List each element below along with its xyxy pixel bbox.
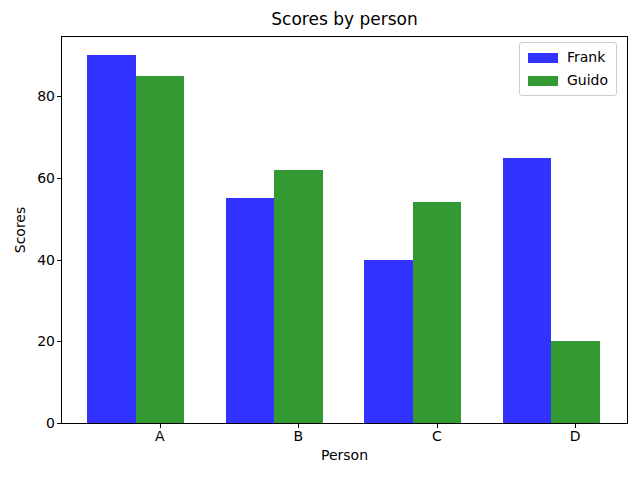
- chart-title: Scores by person: [62, 9, 627, 29]
- x-tick-label-d: D: [555, 427, 595, 445]
- bar-frank-D: [503, 158, 552, 424]
- legend: Frank Guido: [519, 42, 617, 96]
- bar-frank-A: [87, 55, 136, 423]
- x-tick-label-b: B: [278, 427, 318, 445]
- y-tick-label: 40: [23, 251, 55, 269]
- bar-frank-C: [364, 260, 413, 423]
- x-tick-label-c: C: [417, 427, 457, 445]
- legend-label: Frank: [567, 49, 605, 66]
- figure: Scores by person Scores Person Frank Guid…: [0, 0, 640, 480]
- bar-guido-C: [413, 202, 462, 423]
- y-tick-label: 60: [23, 169, 55, 187]
- x-tick-mark: [437, 424, 438, 428]
- legend-item-guido: Guido: [528, 72, 608, 89]
- bar-guido-B: [274, 170, 323, 423]
- bar-guido-A: [136, 76, 185, 423]
- y-tick-label: 80: [23, 87, 55, 105]
- x-tick-label-a: A: [140, 427, 180, 445]
- x-tick-mark: [298, 424, 299, 428]
- x-tick-mark: [575, 424, 576, 428]
- legend-swatch-guido: [528, 76, 558, 86]
- x-tick-mark: [160, 424, 161, 428]
- y-tick-label: 20: [23, 332, 55, 350]
- plot-area: Frank Guido: [61, 36, 628, 424]
- bar-frank-B: [226, 198, 275, 423]
- x-axis-label: Person: [62, 446, 627, 464]
- y-tick-label: 0: [23, 414, 55, 432]
- legend-label: Guido: [567, 72, 608, 89]
- legend-swatch-frank: [528, 53, 558, 63]
- y-axis-label: Scores: [11, 207, 29, 254]
- bar-guido-D: [551, 341, 600, 423]
- legend-item-frank: Frank: [528, 49, 608, 66]
